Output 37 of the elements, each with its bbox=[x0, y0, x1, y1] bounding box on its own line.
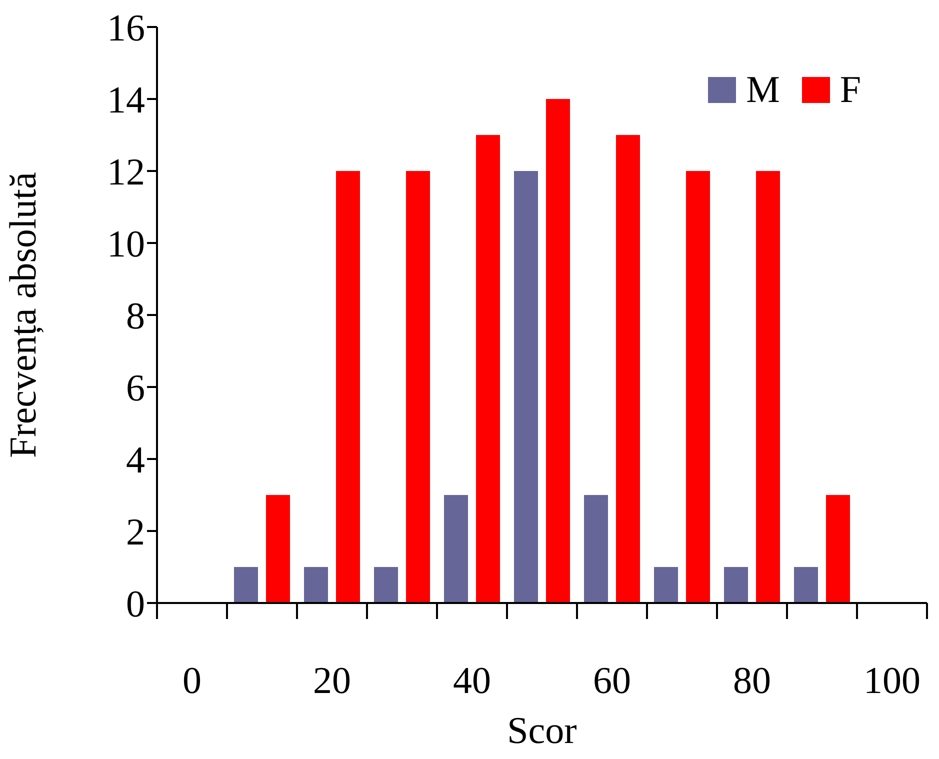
bar bbox=[304, 567, 328, 603]
legend-label: M bbox=[746, 68, 780, 112]
bar bbox=[336, 171, 360, 603]
bar bbox=[406, 171, 430, 603]
y-tick-label: 16 bbox=[107, 7, 145, 50]
x-tick-label: 20 bbox=[313, 660, 351, 702]
bar bbox=[374, 567, 398, 603]
bar bbox=[654, 567, 678, 603]
y-tick-label: 10 bbox=[107, 223, 145, 266]
y-tick-label: 2 bbox=[126, 511, 145, 554]
legend-label: F bbox=[840, 68, 861, 112]
bar bbox=[514, 171, 538, 603]
bar bbox=[826, 495, 850, 603]
bar bbox=[444, 495, 468, 603]
bar bbox=[616, 135, 640, 603]
x-tick-label: 80 bbox=[733, 660, 771, 702]
bar bbox=[584, 495, 608, 603]
y-tick-label: 0 bbox=[126, 583, 145, 626]
bar bbox=[546, 99, 570, 603]
x-tick-label: 40 bbox=[453, 660, 491, 702]
x-tick-label: 100 bbox=[864, 660, 920, 702]
bar bbox=[724, 567, 748, 603]
bar bbox=[686, 171, 710, 603]
bar bbox=[234, 567, 258, 603]
x-tick-label: 0 bbox=[182, 660, 202, 702]
x-axis-title: Scor bbox=[507, 710, 578, 752]
y-tick-label: 14 bbox=[107, 79, 145, 122]
y-tick-label: 8 bbox=[126, 295, 145, 338]
bar bbox=[266, 495, 290, 603]
bar bbox=[476, 135, 500, 603]
y-axis-title: Frecvența absolută bbox=[2, 172, 44, 458]
y-tick-label: 6 bbox=[126, 367, 145, 410]
x-tick-label: 60 bbox=[593, 660, 631, 702]
bar bbox=[794, 567, 818, 603]
y-tick-label: 4 bbox=[126, 439, 145, 482]
y-tick-label: 12 bbox=[107, 151, 145, 194]
bar bbox=[756, 171, 780, 603]
